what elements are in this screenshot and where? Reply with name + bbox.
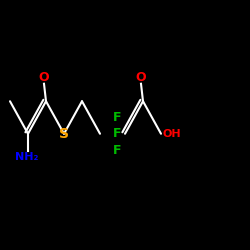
Text: F: F (113, 144, 122, 156)
Text: O: O (135, 71, 146, 84)
Text: OH: OH (162, 129, 181, 139)
Text: S: S (59, 127, 69, 141)
Text: O: O (38, 71, 49, 84)
Text: F: F (113, 127, 122, 140)
Text: NH₂: NH₂ (15, 152, 38, 162)
Text: F: F (113, 111, 122, 124)
